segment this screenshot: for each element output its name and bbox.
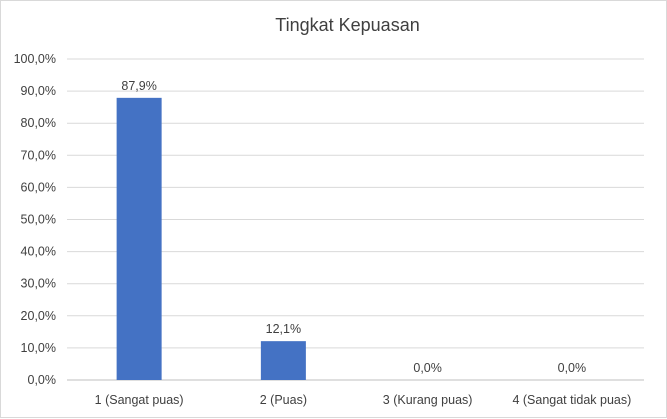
y-tick-label: 30,0% <box>21 277 56 291</box>
x-category-label: 3 (Kurang puas) <box>383 393 473 407</box>
y-tick-label: 10,0% <box>21 341 56 355</box>
y-tick-label: 40,0% <box>21 245 56 259</box>
x-category-label: 2 (Puas) <box>260 393 307 407</box>
y-tick-label: 60,0% <box>21 180 56 194</box>
y-tick-label: 70,0% <box>21 148 56 162</box>
data-label: 87,9% <box>121 79 156 93</box>
y-tick-label: 90,0% <box>21 84 56 98</box>
bar <box>260 341 306 380</box>
x-category-label: 4 (Sangat tidak puas) <box>512 393 631 407</box>
data-label: 0,0% <box>413 361 442 375</box>
y-tick-label: 100,0% <box>14 52 56 66</box>
x-category-label: 1 (Sangat puas) <box>95 393 184 407</box>
chart-title: Tingkat Kepuasan <box>275 15 420 35</box>
data-label: 12,1% <box>266 322 301 336</box>
y-tick-label: 80,0% <box>21 116 56 130</box>
y-tick-label: 50,0% <box>21 213 56 227</box>
data-label: 0,0% <box>558 361 587 375</box>
y-tick-label: 20,0% <box>21 309 56 323</box>
y-tick-label: 0,0% <box>28 373 57 387</box>
bar <box>116 97 162 380</box>
